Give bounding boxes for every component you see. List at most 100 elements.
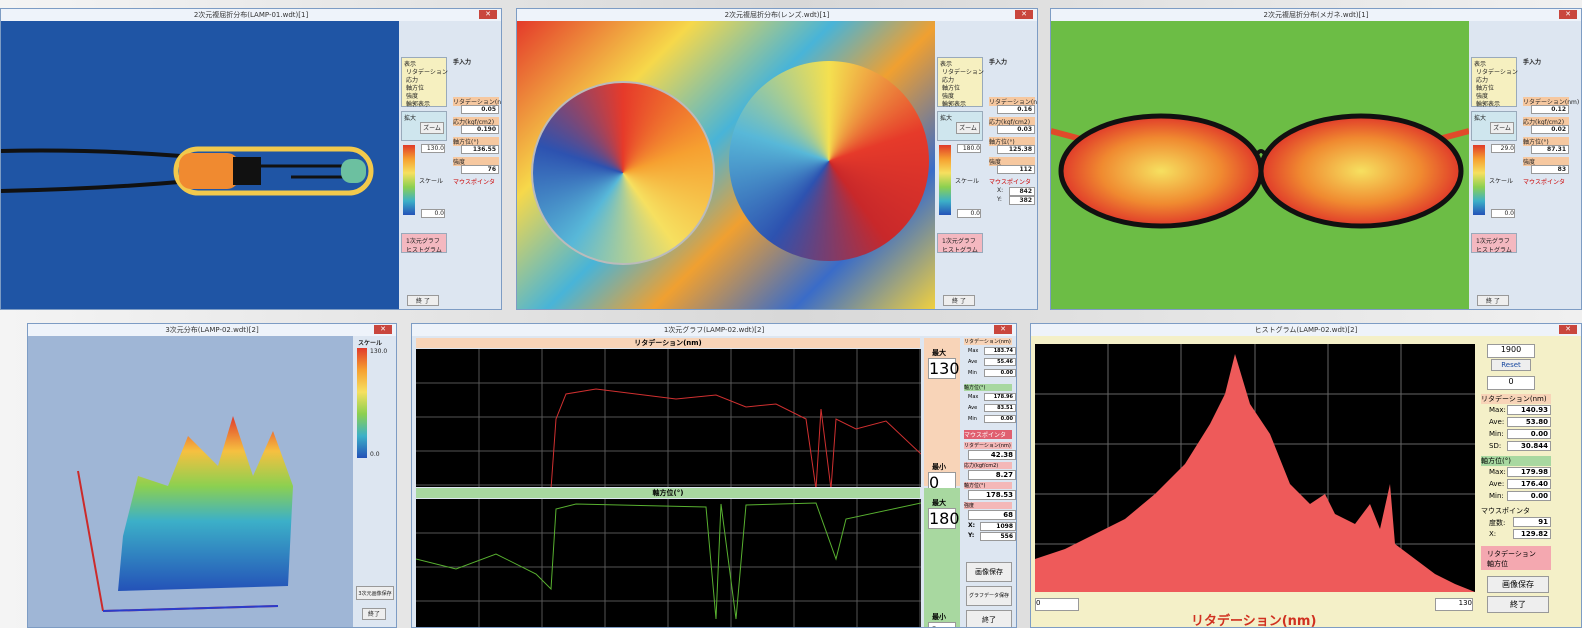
exit-button[interactable]: 終 了 (943, 295, 975, 306)
x-min-input[interactable]: 0 (1035, 598, 1079, 611)
readout-label: 度数: (1489, 519, 1506, 527)
control-panel: スケール 130.0 0.0 3次元画像保存 終了 (354, 336, 396, 626)
readout-label: 強度 (1523, 157, 1569, 166)
radio-option[interactable]: 応力 (406, 77, 419, 84)
readout-value: 129.82 (1513, 529, 1551, 539)
close-button[interactable]: ✕ (1015, 10, 1033, 19)
control-panel: 表示 リタデーション 応力 軸方位 強度 輪郭表示 拡大 ズーム 180.0 スケール 0.0 1次元… (937, 21, 1037, 309)
close-button[interactable]: ✕ (1559, 10, 1577, 19)
close-button[interactable]: ✕ (374, 325, 392, 334)
radio-option[interactable]: 強度 (406, 93, 419, 100)
title-bar: 2次元複屈折分布(LAMP-01.wdt)[1] (1, 9, 501, 21)
x-axis-label: リタデーション(nm) (1191, 614, 1317, 628)
readout-label: リタデーション(nm) (453, 97, 502, 106)
stat-label: Min (968, 370, 977, 376)
checkbox[interactable]: 手入力 (1523, 59, 1542, 66)
button[interactable]: グラフデータ保存 (966, 586, 1012, 606)
radio-option[interactable]: 輪郭表示 (1476, 101, 1501, 108)
radio-option[interactable]: 軸方位 (942, 85, 961, 92)
color-scale (1473, 145, 1485, 215)
3d-view (28, 336, 353, 627)
button[interactable]: 画像保存 (966, 562, 1012, 582)
close-button[interactable]: ✕ (994, 325, 1012, 334)
min-label: 最小 (932, 613, 946, 621)
max-input[interactable]: 130 (928, 358, 960, 379)
stat-label: Min: (1489, 430, 1504, 438)
zoom-button[interactable]: ズーム (1490, 122, 1514, 134)
radio-option[interactable]: 強度 (942, 93, 955, 100)
stat-label: Min: (1489, 492, 1504, 500)
zoom-button[interactable]: ズーム (956, 122, 980, 134)
plot-title: リタデーション(nm) (416, 338, 920, 348)
scale-max[interactable]: 180.0 (957, 144, 981, 153)
group-label: 表示 (940, 61, 953, 68)
exit-button[interactable]: 終 了 (407, 295, 439, 306)
xy-label: X: (968, 522, 976, 529)
scale-label: スケール (955, 178, 980, 185)
control-panel: 表示 リタデーション 応力 軸方位 強度 輪郭表示 拡大 ズーム 130.0 スケール 0.0 1次元… (401, 21, 501, 309)
group-label: 表示 (1474, 61, 1487, 68)
radio-option[interactable]: リタデーション (942, 69, 984, 76)
scale-label: スケール (1489, 178, 1514, 185)
radio-option[interactable]: リタデーション (1487, 550, 1536, 558)
lens (729, 61, 929, 261)
zoom-button[interactable]: ズーム (420, 122, 444, 134)
scale-min[interactable]: 0.0 (957, 209, 981, 218)
radio-option[interactable]: 強度 (1476, 93, 1489, 100)
scale-min[interactable]: 0.0 (421, 209, 445, 218)
group-box: 1次元グラフ ヒストグラム (401, 233, 447, 254)
max-label: 最大 (932, 349, 946, 357)
button[interactable]: 画像保存 (1487, 576, 1549, 593)
min-input[interactable]: 0 (928, 622, 956, 627)
stat-value: 0.00 (984, 369, 1016, 377)
histogram-plot (1035, 344, 1475, 592)
radio-option[interactable]: 輪郭表示 (406, 101, 431, 108)
readout-value: 8.27 (968, 470, 1016, 480)
readout-value: 91 (1513, 517, 1551, 527)
radio-option[interactable]: ヒストグラム (1476, 247, 1512, 254)
stat-value: 140.93 (1507, 405, 1551, 415)
readout-label: X: (1489, 530, 1497, 538)
group-box: 1次元グラフ ヒストグラム (1471, 233, 1517, 254)
count-max[interactable]: 1900 (1487, 344, 1535, 358)
readout-value: 42.38 (968, 450, 1016, 460)
stat-value: 0.00 (1507, 429, 1551, 439)
max-input[interactable]: 180 (928, 508, 960, 529)
checkbox[interactable]: 手入力 (989, 59, 1008, 66)
stat-value: 30.844 (1507, 441, 1551, 451)
color-scale (357, 348, 367, 458)
radio-option[interactable]: 1次元グラフ (406, 238, 440, 245)
exit-button[interactable]: 終了 (362, 608, 386, 620)
radio-option[interactable]: 軸方位 (1476, 85, 1495, 92)
scale-max[interactable]: 130.0 (421, 144, 445, 153)
button[interactable]: 終了 (966, 610, 1012, 627)
x-max-input[interactable]: 130 (1435, 598, 1473, 611)
count-min[interactable]: 0 (1487, 376, 1535, 390)
reset-button[interactable]: Reset (1491, 359, 1531, 371)
radio-option[interactable]: 応力 (942, 77, 955, 84)
radio-option[interactable]: リタデーション (406, 69, 448, 76)
window-title: 2次元複屈折分布(LAMP-01.wdt)[1] (193, 11, 309, 19)
radio-option[interactable]: ヒストグラム (942, 247, 978, 254)
radio-option[interactable]: リタデーション (1476, 69, 1518, 76)
scale-min[interactable]: 0.0 (1491, 209, 1515, 218)
readout-label: 応力(kgf/cm2) (989, 117, 1035, 126)
radio-option[interactable]: 輪郭表示 (942, 101, 967, 108)
radio-option[interactable]: ヒストグラム (406, 247, 442, 254)
radio-option[interactable]: 軸方位 (1487, 560, 1508, 568)
close-button[interactable]: ✕ (1559, 325, 1577, 334)
close-button[interactable]: ✕ (479, 10, 497, 19)
readout-value: 0.02 (1531, 125, 1569, 134)
radio-option[interactable]: 軸方位 (406, 85, 425, 92)
group-box: 表示 リタデーション 応力 軸方位 強度 輪郭表示 (401, 57, 448, 108)
stat-label: Ave (968, 405, 978, 411)
radio-option[interactable]: 応力 (1476, 77, 1489, 84)
exit-button[interactable]: 終 了 (1477, 295, 1509, 306)
radio-option[interactable]: 1次元グラフ (942, 238, 976, 245)
scale-max[interactable]: 29.0 (1491, 144, 1515, 153)
checkbox[interactable]: 手入力 (453, 59, 472, 66)
save-button[interactable]: 3次元画像保存 (356, 586, 394, 600)
pointer-label: マウスポインタ (989, 179, 1032, 186)
button[interactable]: 終了 (1487, 596, 1549, 613)
radio-option[interactable]: 1次元グラフ (1476, 238, 1510, 245)
